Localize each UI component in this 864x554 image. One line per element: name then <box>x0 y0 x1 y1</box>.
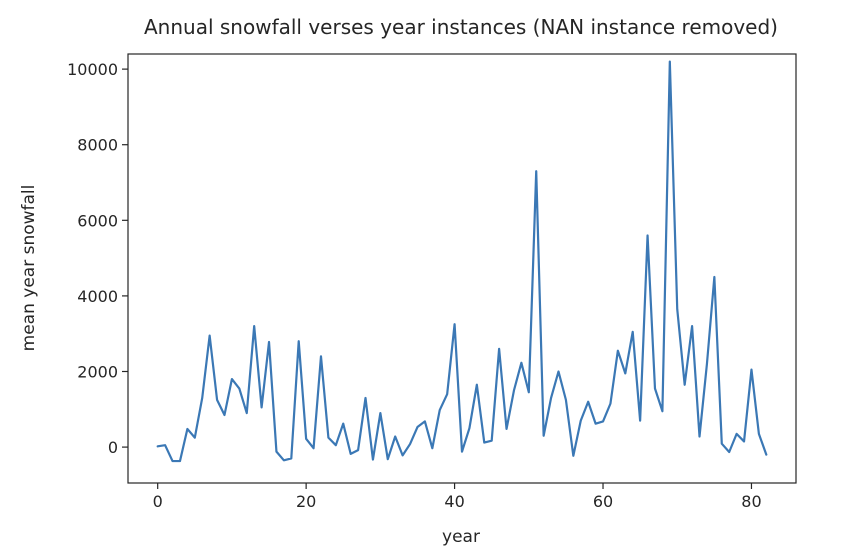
x-tick-label: 0 <box>153 492 163 511</box>
x-axis-label: year <box>442 527 480 547</box>
y-axis-ticks: 0 2000 4000 6000 8000 10000 <box>67 60 128 457</box>
x-tick-label: 20 <box>296 492 316 511</box>
y-tick-label: 0 <box>108 438 118 457</box>
x-tick-label: 80 <box>741 492 761 511</box>
series-group <box>156 60 768 463</box>
x-axis-ticks: 0 20 40 60 80 <box>153 483 762 511</box>
y-tick-label: 10000 <box>67 60 118 79</box>
y-axis-label: mean year snowfall <box>19 185 39 352</box>
chart-title: Annual snowfall verses year instances (N… <box>144 15 778 39</box>
y-tick-label: 4000 <box>77 287 118 306</box>
y-tick-label: 8000 <box>77 136 118 155</box>
x-tick-label: 40 <box>444 492 464 511</box>
y-tick-label: 2000 <box>77 362 118 381</box>
plot-area-frame <box>127 53 797 484</box>
y-tick-label: 6000 <box>77 211 118 230</box>
x-tick-label: 60 <box>593 492 613 511</box>
series-line <box>156 60 768 463</box>
